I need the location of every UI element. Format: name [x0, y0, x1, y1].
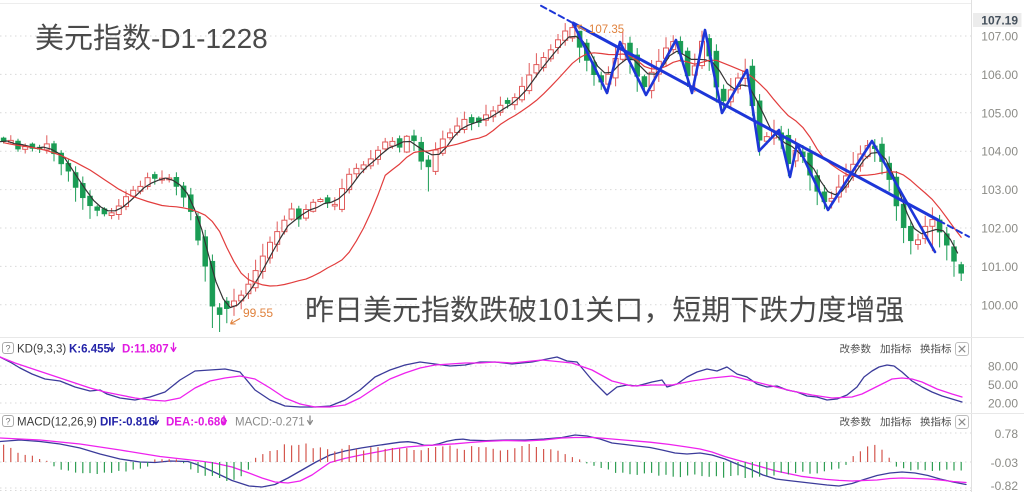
svg-text:107.19: 107.19	[981, 14, 1018, 28]
svg-text:100.00: 100.00	[981, 298, 1018, 312]
svg-text:-0.03: -0.03	[991, 456, 1019, 470]
svg-text:KD(9,3,3): KD(9,3,3)	[17, 344, 66, 356]
svg-text:-D1-1228: -D1-1228	[151, 23, 268, 54]
svg-text:K:6.455: K:6.455	[69, 344, 111, 356]
svg-text:DIF:-0.816: DIF:-0.816	[100, 417, 155, 429]
svg-text:D:11.807: D:11.807	[122, 344, 169, 356]
svg-text:99.55: 99.55	[243, 306, 273, 320]
svg-text:107.35: 107.35	[589, 24, 624, 36]
svg-text:107.00: 107.00	[981, 30, 1018, 44]
svg-text:?: ?	[5, 417, 10, 427]
svg-text:?: ?	[5, 344, 10, 354]
svg-text:20.00: 20.00	[988, 397, 1018, 411]
svg-text:104.00: 104.00	[981, 145, 1018, 159]
svg-text:MACD:-0.271: MACD:-0.271	[235, 417, 305, 429]
svg-text:DEA:-0.680: DEA:-0.680	[166, 417, 227, 429]
svg-text:106.00: 106.00	[981, 68, 1018, 82]
svg-text:-0.82: -0.82	[991, 479, 1019, 492]
svg-text:0.78: 0.78	[995, 427, 1019, 441]
svg-text:105.00: 105.00	[981, 106, 1018, 120]
svg-text:103.00: 103.00	[981, 183, 1018, 197]
svg-text:102.00: 102.00	[981, 222, 1018, 236]
svg-text:MACD(12,26,9): MACD(12,26,9)	[17, 417, 97, 429]
svg-text:50.00: 50.00	[988, 378, 1018, 392]
svg-text:101.00: 101.00	[981, 260, 1018, 274]
svg-text:80.00: 80.00	[988, 360, 1018, 374]
